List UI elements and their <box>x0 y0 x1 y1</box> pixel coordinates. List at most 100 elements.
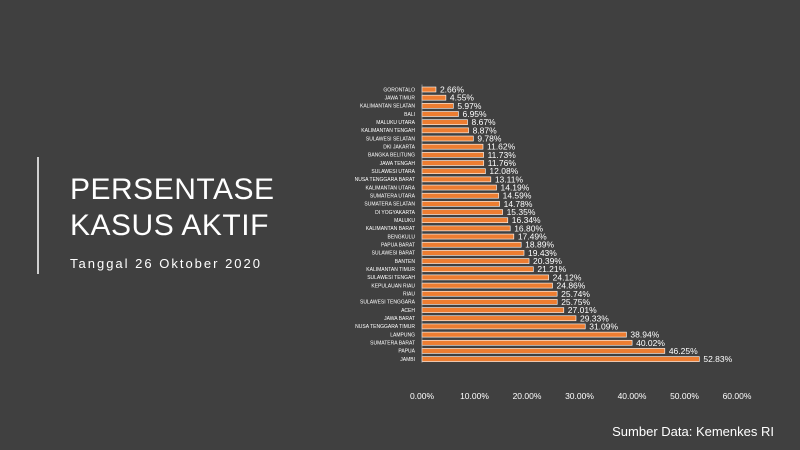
category-label: PAPUA BARAT <box>381 243 415 249</box>
category-label: PAPUA <box>398 349 415 355</box>
bar <box>421 241 522 248</box>
data-source: Sumber Data: Kemenkes RI <box>612 424 774 439</box>
value-label: 16.34% <box>512 215 541 225</box>
bar <box>421 184 497 191</box>
category-label: KEPULAUAN RIAU <box>371 283 415 289</box>
bar <box>421 103 454 109</box>
value-label: 8.67% <box>472 117 497 127</box>
category-label: SUMATERA SELATAN <box>364 202 415 208</box>
category-label: SULAWESI UTARA <box>371 169 415 175</box>
value-label: 21.21% <box>537 264 566 274</box>
value-label: 20.39% <box>533 256 562 266</box>
category-label: GORONTALO <box>383 87 415 93</box>
value-label: 29.33% <box>580 313 609 323</box>
bar <box>421 111 459 117</box>
category-labels: GORONTALO JAWA TIMUR KALIMANTAN SELATAN BAL… <box>355 87 416 363</box>
value-label: 25.75% <box>561 297 590 307</box>
bar <box>421 86 437 93</box>
value-label: 15.35% <box>507 207 536 217</box>
value-label: 14.59% <box>503 191 532 201</box>
bars <box>421 86 700 362</box>
value-label: 9.78% <box>477 134 502 144</box>
bar <box>421 258 530 264</box>
value-label: 4.55% <box>450 93 475 103</box>
category-label: NUSA TENGGARA BARAT <box>355 177 415 183</box>
category-label: SULAWESI TENGGARA <box>360 300 416 306</box>
x-tick-label: 50.00% <box>670 391 699 401</box>
bar <box>421 143 484 150</box>
bar <box>421 290 558 297</box>
category-label: SULAWESI SELATAN <box>366 136 415 142</box>
category-label: BALI <box>404 112 415 118</box>
bar <box>421 160 485 166</box>
page-title: PERSENTASE KASUS AKTIF <box>70 172 275 244</box>
bar <box>421 217 509 224</box>
category-label: MALUKU UTARA <box>376 120 415 126</box>
category-label: ACEH <box>401 308 415 314</box>
category-label: NUSA TENGGARA TIMUR <box>355 324 415 330</box>
value-label: 16.80% <box>514 223 543 233</box>
bar <box>421 315 577 322</box>
category-label: LAMPUNG <box>390 332 415 338</box>
value-label: 24.12% <box>553 272 582 282</box>
value-label: 12.08% <box>489 166 518 176</box>
value-label: 5.97% <box>457 101 482 111</box>
bar <box>421 127 469 134</box>
category-label: JAWA TENGAH <box>380 161 416 167</box>
x-tick-label: 60.00% <box>723 391 752 401</box>
value-label: 40.02% <box>636 338 665 348</box>
category-label: MALUKU <box>394 218 415 224</box>
bar <box>421 339 633 346</box>
title-line-2: KASUS AKTIF <box>70 209 269 242</box>
bar <box>421 307 565 313</box>
category-label: KALIMANTAN TIMUR <box>366 267 415 273</box>
x-axis: 0.00% 10.00% 20.00% 30.00% 40.00% 50.00% 60.00… <box>410 84 752 401</box>
value-label: 52.83% <box>703 354 732 364</box>
value-label: 38.94% <box>630 330 659 340</box>
bar <box>421 323 586 330</box>
value-label: 11.73% <box>488 150 517 160</box>
bar <box>421 266 534 273</box>
value-label: 25.74% <box>561 289 590 299</box>
x-tick-label: 20.00% <box>513 391 542 401</box>
x-tick-label: 0.00% <box>410 391 435 401</box>
bar <box>421 282 553 289</box>
bar <box>421 356 700 362</box>
value-label: 13.11% <box>495 174 524 184</box>
category-label: DKI JAKARTA <box>383 144 415 150</box>
value-label: 19.43% <box>528 248 557 258</box>
bar <box>421 250 525 256</box>
category-label: SULAWESI BARAT <box>372 251 415 257</box>
bar <box>421 135 474 142</box>
value-label: 2.66% <box>440 85 465 95</box>
title-line-1: PERSENTASE <box>70 173 275 206</box>
bar <box>421 176 492 183</box>
bar <box>421 225 511 232</box>
x-tick-label: 30.00% <box>565 391 594 401</box>
category-label: JAWA TIMUR <box>385 95 416 101</box>
value-label: 24.86% <box>557 281 586 291</box>
category-label: DI YOGYAKARTA <box>375 210 416 216</box>
bar <box>421 274 549 281</box>
bar <box>421 168 486 174</box>
category-label: RIAU <box>403 292 415 298</box>
bar <box>421 233 515 240</box>
category-label: KALIMANTAN SELATAN <box>360 104 415 110</box>
date-subtitle: Tanggal 26 Oktober 2020 <box>70 256 262 271</box>
category-label: SUMATERA BARAT <box>370 341 415 347</box>
value-label: 14.78% <box>504 199 533 209</box>
category-label: KALIMANTAN TENGAH <box>361 128 415 134</box>
bar <box>421 201 500 207</box>
category-label: BANTEN <box>395 259 416 265</box>
bar <box>421 192 499 199</box>
value-label: 14.19% <box>500 183 529 193</box>
x-tick-label: 40.00% <box>618 391 647 401</box>
category-label: KALIMANTAN UTARA <box>365 185 415 191</box>
x-tick-label: 10.00% <box>460 391 489 401</box>
value-label: 8.87% <box>473 125 498 135</box>
category-label: SUMATERA UTARA <box>370 194 416 200</box>
bar <box>421 299 558 305</box>
value-label: 11.62% <box>487 142 516 152</box>
bar <box>421 209 503 215</box>
category-label: BANGKA BELITUNG <box>368 153 415 159</box>
